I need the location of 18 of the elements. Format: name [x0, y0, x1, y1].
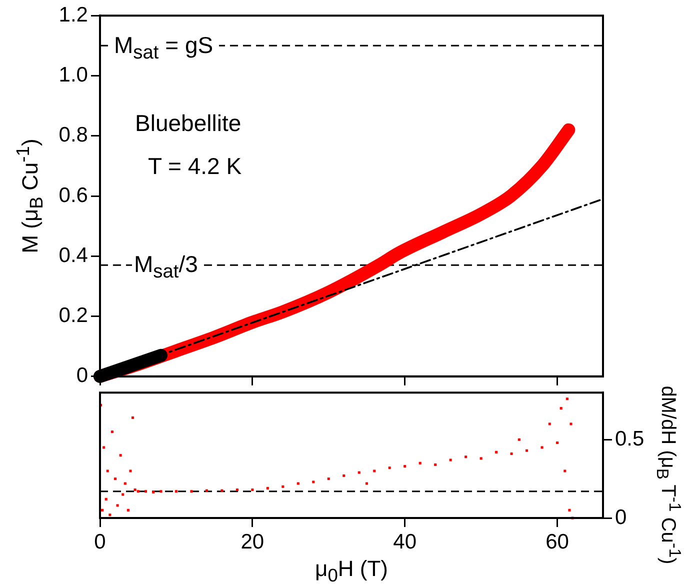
x-tick-label: 60 [546, 530, 569, 554]
annotation: Bluebellite [135, 110, 242, 136]
x-axis-title: μ$_{0}$H (T) [315, 556, 388, 586]
ref-line-label: M$_{sat}$ = gS [112, 32, 220, 64]
x-tick-label: 20 [240, 530, 264, 554]
x-tick-label: 40 [393, 530, 417, 554]
x-tick-label: 0 [94, 530, 106, 554]
y-tick-label: 0.4 [58, 244, 88, 267]
y-tick-label: 0 [76, 364, 88, 388]
annotation: T = 4.2 K [148, 153, 242, 179]
y-tick-label: 1.2 [58, 3, 88, 26]
y-tick-label: 0.8 [58, 124, 88, 147]
y2-tick-label: 0 [615, 506, 627, 529]
y2-tick-label: 0.5 [615, 427, 644, 450]
y-tick-label: 1.0 [58, 64, 88, 87]
y-tick-label: 0.2 [58, 304, 88, 328]
y-tick-label: 0.6 [58, 184, 88, 207]
ref-line-label: M$_{sat}$/3 [132, 251, 204, 283]
